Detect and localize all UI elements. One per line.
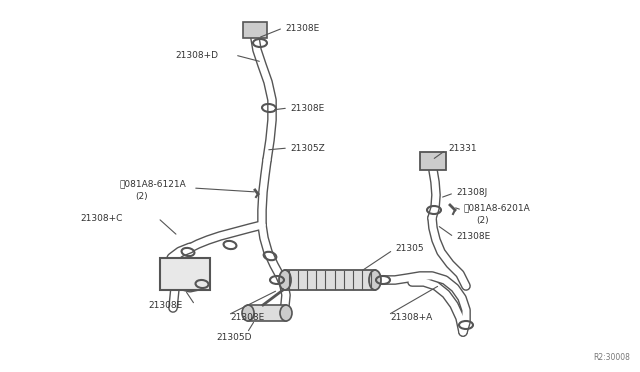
Text: 21305Z: 21305Z [290,144,324,153]
Text: 21308E: 21308E [285,23,319,32]
Text: Ⓑ081A8-6201A: Ⓑ081A8-6201A [464,203,531,212]
Ellipse shape [280,305,292,321]
Ellipse shape [279,270,291,290]
Text: 21308E: 21308E [456,231,490,241]
Text: 21331: 21331 [448,144,477,153]
Ellipse shape [242,305,254,321]
Text: R2:30008: R2:30008 [593,353,630,362]
Text: 21308J: 21308J [456,187,487,196]
Text: 21308+C: 21308+C [80,214,122,222]
Text: 21308+D: 21308+D [175,51,218,60]
Text: 21305: 21305 [395,244,424,253]
Text: Ⓑ081A8-6121A: Ⓑ081A8-6121A [120,180,187,189]
Text: (2): (2) [476,215,488,224]
Text: (2): (2) [135,192,148,201]
Ellipse shape [369,270,381,290]
Text: 21308E: 21308E [148,301,182,310]
Text: 21308+A: 21308+A [390,314,432,323]
Bar [420,152,446,170]
Bar [243,22,267,38]
Bar [285,270,375,290]
Text: 21305D: 21305D [216,334,252,343]
Text: 21308E: 21308E [230,314,264,323]
Text: 21308E: 21308E [290,103,324,112]
Bar [160,258,210,290]
Bar [248,305,286,321]
